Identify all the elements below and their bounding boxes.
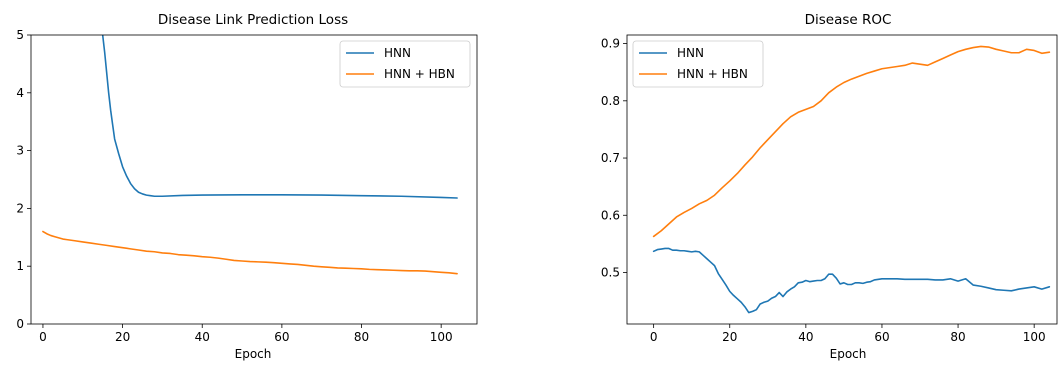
roc-chart-plot: 0 20 40 60 80 100 0.5 0.6 0.7 0.8 0.9 HNN HNN + HBN — [601, 34, 1058, 344]
loss-chart-legend: HNN HNN + HBN — [339, 40, 471, 88]
loss-chart-xtick-label: 80 — [354, 330, 369, 344]
roc-chart-series-line-hnn-hbn — [652, 45, 1051, 238]
loss-chart-plot: 0 20 40 60 80 100 0 1 2 3 4 5 HNN HNN + HBN — [16, 28, 478, 344]
loss-chart-ytick-label: 3 — [16, 144, 24, 158]
roc-chart-legend-label: HNN + HBN — [677, 67, 748, 81]
loss-chart-frame — [30, 34, 478, 325]
loss-chart-series-line-hnn — [101, 35, 458, 199]
loss-chart-legend-label: HNN — [384, 46, 411, 60]
roc-chart-ytick-label: 0.7 — [601, 151, 620, 165]
roc-chart-legend: HNN HNN + HBN — [632, 40, 764, 88]
roc-chart-series-line-hnn — [652, 247, 1051, 314]
roc-chart-xlabel: Epoch — [830, 347, 867, 361]
roc-chart-ytick-label: 0.6 — [601, 208, 620, 222]
loss-chart-xtick-label: 40 — [195, 330, 210, 344]
roc-chart-xtick-label: 100 — [1023, 330, 1046, 344]
roc-chart-frame — [626, 34, 1058, 325]
roc-chart-xtick-label: 20 — [722, 330, 737, 344]
roc-chart-series — [652, 45, 1051, 314]
loss-chart-xtick-label: 0 — [39, 330, 47, 344]
loss-chart-xlabel: Epoch — [235, 347, 272, 361]
roc-chart-title: Disease ROC — [805, 12, 892, 28]
loss-chart-ytick-label: 0 — [16, 317, 24, 331]
loss-chart-ytick-label: 4 — [16, 86, 24, 100]
roc-chart: Disease ROC Epoch — [805, 12, 892, 361]
loss-chart-series — [42, 35, 458, 275]
loss-chart-series-line-hnn-hbn — [42, 230, 458, 275]
loss-chart-xtick-label: 100 — [430, 330, 453, 344]
loss-chart: Disease Link Prediction Loss Epoch — [158, 12, 348, 361]
roc-chart-ytick-label: 0.8 — [601, 94, 620, 108]
loss-chart-legend-label: HNN + HBN — [384, 67, 455, 81]
roc-chart-ytick-label: 0.9 — [601, 37, 620, 51]
roc-chart-xtick-label: 60 — [874, 330, 889, 344]
roc-chart-legend-label: HNN — [677, 46, 704, 60]
roc-chart-xtick-label: 80 — [950, 330, 965, 344]
loss-chart-ytick-label: 5 — [16, 28, 24, 42]
loss-chart-title: Disease Link Prediction Loss — [158, 12, 348, 28]
loss-chart-ytick-label: 1 — [16, 259, 24, 273]
roc-chart-xtick-label: 40 — [798, 330, 813, 344]
loss-chart-xtick-label: 20 — [115, 330, 130, 344]
loss-chart-ytick-label: 2 — [16, 201, 24, 215]
roc-chart-ytick-label: 0.5 — [601, 265, 620, 279]
roc-chart-xtick-label: 0 — [650, 330, 658, 344]
loss-chart-xtick-label: 60 — [274, 330, 289, 344]
